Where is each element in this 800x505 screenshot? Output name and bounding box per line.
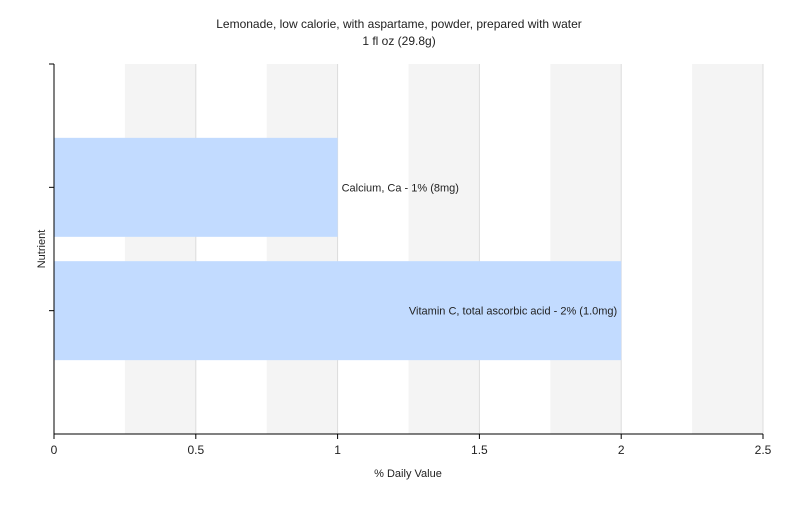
plot-band [621, 64, 693, 434]
plot-area: Calcium, Ca - 1% (8mg) Vitamin C, total a… [49, 63, 772, 457]
bar[interactable] [54, 261, 622, 361]
plot-band [550, 64, 622, 434]
plot-band [195, 64, 267, 434]
x-tick-label: 2 [618, 443, 625, 457]
chart-title: Lemonade, low calorie, with aspartame, p… [216, 17, 582, 31]
x-tick-label: 2.5 [755, 443, 772, 457]
x-axis-label: % Daily Value [374, 468, 442, 480]
x-tick-label: 0.5 [187, 443, 204, 457]
plot-band [266, 64, 338, 434]
plot-band [124, 64, 196, 434]
y-axis-label: Nutrient [36, 230, 48, 269]
bar-data-label: Vitamin C, total ascorbic acid - 2% (1.0… [409, 306, 617, 318]
bar[interactable] [54, 137, 338, 237]
bar-data-label: Calcium, Ca - 1% (8mg) [342, 182, 459, 194]
plot-band [692, 64, 763, 434]
plot-band [408, 64, 480, 434]
x-tick-label: 0 [51, 443, 58, 457]
plot-band [479, 64, 551, 434]
plot-band [54, 64, 125, 434]
x-tick-label: 1 [334, 443, 341, 457]
plot-band [337, 64, 409, 434]
x-tick-label: 1.5 [471, 443, 488, 457]
chart-subtitle: 1 fl oz (29.8g) [362, 34, 435, 48]
